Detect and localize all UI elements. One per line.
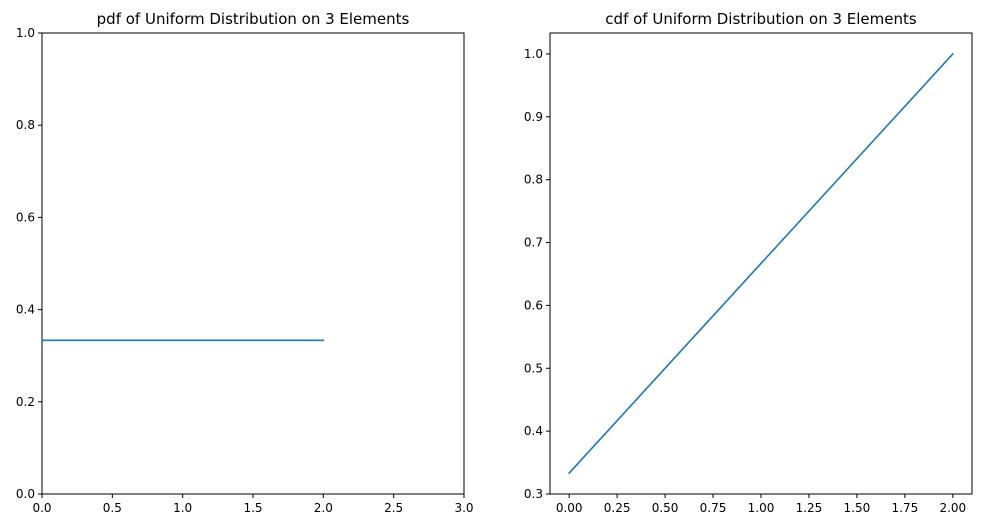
cdf-y-tick-label: 0.8 <box>524 173 543 187</box>
pdf-x-tick-label: 2.5 <box>384 501 403 515</box>
pdf-chart-title: pdf of Uniform Distribution on 3 Element… <box>97 10 410 28</box>
pdf-chart: pdf of Uniform Distribution on 3 Element… <box>16 10 474 515</box>
cdf-y-tick-label: 0.9 <box>524 110 543 124</box>
pdf-y-tick-label: 0.8 <box>16 118 35 132</box>
cdf-y-tick-label: 0.3 <box>524 487 543 501</box>
pdf-x-tick-label: 1.0 <box>173 501 192 515</box>
pdf-y-tick-label: 0.0 <box>16 487 35 501</box>
cdf-series-line-cdf <box>568 52 954 475</box>
pdf-x-tick-label: 0.0 <box>32 501 51 515</box>
cdf-x-tick-label: 1.75 <box>892 501 919 515</box>
cdf-y-tick-label: 0.7 <box>524 236 543 250</box>
pdf-y-tick-label: 0.4 <box>16 303 35 317</box>
pdf-y-tick-label: 0.6 <box>16 210 35 224</box>
cdf-chart: cdf of Uniform Distribution on 3 Element… <box>524 10 973 515</box>
pdf-x-tick-label: 0.5 <box>103 501 122 515</box>
cdf-chart-title: cdf of Uniform Distribution on 3 Element… <box>605 10 917 28</box>
cdf-y-tick-label: 1.0 <box>524 47 543 61</box>
cdf-x-tick-label: 0.25 <box>604 501 631 515</box>
pdf-x-tick-label: 3.0 <box>454 501 473 515</box>
pdf-x-tick-label: 2.0 <box>314 501 333 515</box>
cdf-y-tick-label: 0.4 <box>524 424 543 438</box>
cdf-x-tick-label: 1.50 <box>844 501 871 515</box>
pdf-x-tick-label: 1.5 <box>243 501 262 515</box>
pdf-y-tick-label: 0.2 <box>16 395 35 409</box>
cdf-x-tick-label: 1.00 <box>748 501 775 515</box>
pdf-y-tick-label: 1.0 <box>16 26 35 40</box>
cdf-x-tick-label: 0.50 <box>652 501 679 515</box>
cdf-x-tick-label: 2.00 <box>939 501 966 515</box>
pdf-axes-frame <box>41 32 465 495</box>
cdf-y-tick-label: 0.6 <box>524 298 543 312</box>
cdf-x-tick-label: 1.25 <box>796 501 823 515</box>
cdf-y-tick-label: 0.5 <box>524 361 543 375</box>
cdf-x-tick-label: 0.75 <box>700 501 727 515</box>
cdf-x-tick-label: 0.00 <box>556 501 583 515</box>
